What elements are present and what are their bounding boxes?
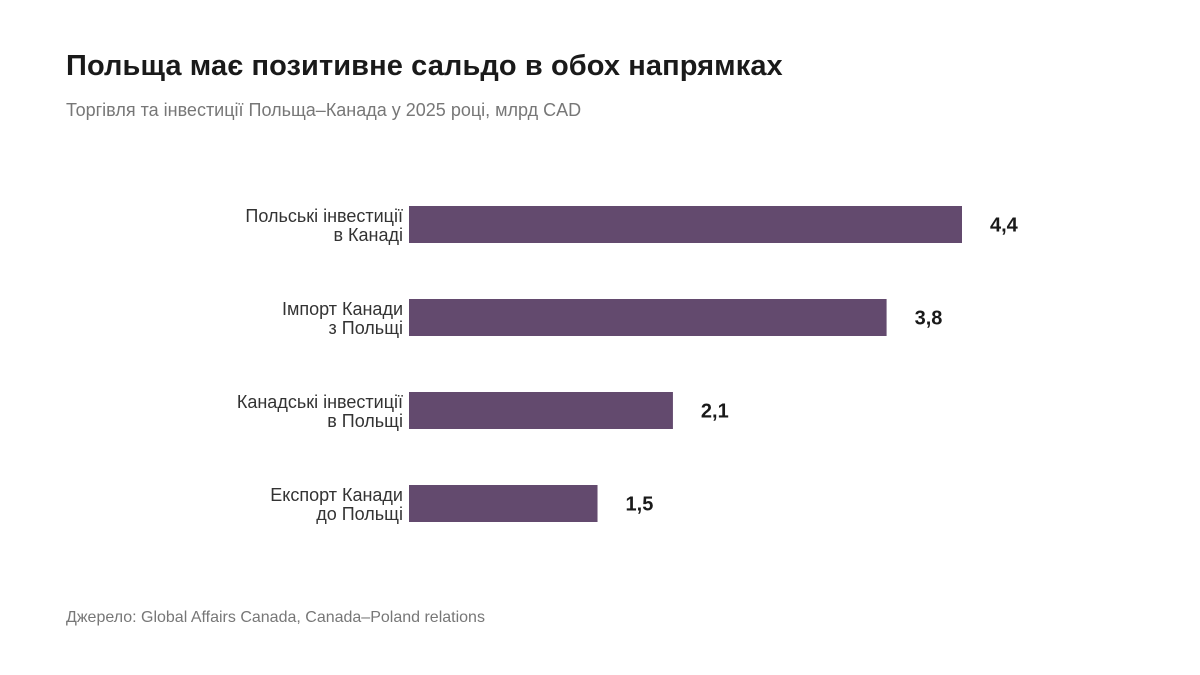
value-label: 2,1 bbox=[701, 401, 729, 423]
category-label-line: Імпорт Канади bbox=[282, 299, 403, 319]
category-label: Канадські інвестиції в Польщі bbox=[237, 392, 403, 431]
value-label: 4,4 bbox=[990, 215, 1019, 237]
value-label: 3,8 bbox=[915, 308, 943, 330]
chart-title: Польща має позитивне сальдо в обох напря… bbox=[66, 50, 783, 82]
category-label: Експорт Канади до Польщі bbox=[270, 485, 403, 524]
bars-group: 4,4 Польські інвестиції в Канаді 3,8 Імпорт … bbox=[237, 206, 1019, 524]
category-label-line: Польські інвестиції bbox=[245, 206, 403, 226]
category-label-line: Експорт Канади bbox=[270, 485, 403, 505]
category-label-line: до Польщі bbox=[316, 504, 403, 524]
category-label-line: з Польщі bbox=[329, 318, 404, 338]
category-label-line: в Канаді bbox=[333, 225, 403, 245]
bar bbox=[409, 299, 887, 336]
category-label: Імпорт Канади з Польщі bbox=[282, 299, 403, 338]
category-label-line: в Польщі bbox=[327, 411, 403, 431]
value-label: 1,5 bbox=[626, 494, 654, 516]
source-note: Джерело: Global Affairs Canada, Canada–P… bbox=[66, 609, 485, 626]
category-label-line: Канадські інвестиції bbox=[237, 392, 403, 412]
bar bbox=[409, 485, 598, 522]
bar bbox=[409, 206, 962, 243]
bar bbox=[409, 392, 673, 429]
category-label: Польські інвестиції в Канаді bbox=[245, 206, 403, 245]
chart-subtitle: Торгівля та інвестиції Польща–Канада у 2… bbox=[66, 100, 582, 120]
